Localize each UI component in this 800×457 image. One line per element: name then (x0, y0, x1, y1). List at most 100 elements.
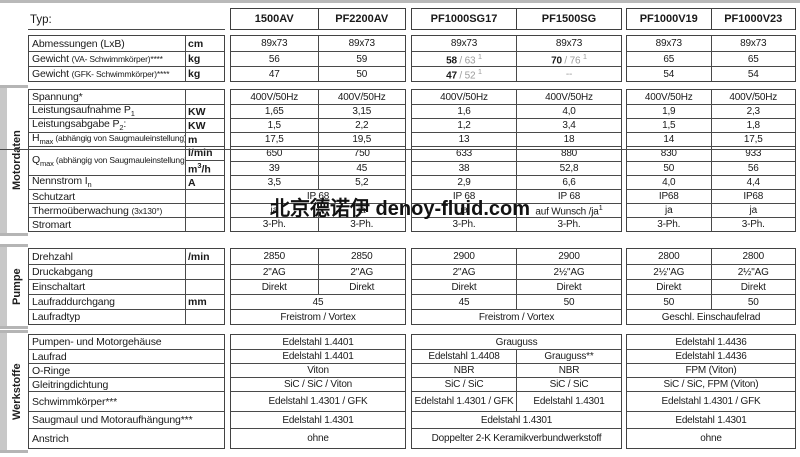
value-cell: 65 (663, 53, 675, 65)
value-cell: 89x73 (655, 38, 682, 49)
value-cell: 3-Ph. (452, 219, 476, 230)
row-label-row: Qmax (abhängig von Saugmauleinstellung) l… (29, 146, 224, 175)
row-label: Gewicht (GFK- Schwimmkörper)**** (32, 68, 170, 80)
value-cell: 3,5 (267, 177, 282, 188)
value-cell: Direkt (710, 280, 796, 294)
value-cell: ja (460, 205, 468, 216)
label-panel: Abmessungen (LxB) cm Gewicht (VA- Schwimmk… (28, 35, 225, 82)
value-row: 1,9 2,3 (627, 104, 795, 118)
value-cell: 2,9 (457, 177, 471, 188)
value-cell: IP 68 (516, 190, 621, 203)
unit-cell: mm (185, 295, 224, 309)
value-row: ja auf Wunsch /ja1 (412, 203, 621, 217)
value-row: 56 59 (231, 51, 405, 66)
label-panel: Spannung* Leistungsaufnahme P1 KW Leistungs… (28, 89, 225, 232)
value-cell: Direkt (656, 281, 682, 293)
unit-cell: m (185, 133, 224, 146)
row-label-row: Hmax (abhängig von Saugmauleinstellung) m (29, 132, 224, 146)
value-cell: 65 (710, 52, 796, 66)
section-bracket-bar (0, 333, 7, 450)
section-motordaten: Motordaten Spannung* Leistungsaufnahme P1 K… (0, 85, 796, 236)
model-group-box: PF1000SG17 PF1500SG (411, 8, 622, 30)
value-cell: 1,5 (662, 120, 676, 131)
value-row: Edelstahl 1.4401 (231, 349, 405, 363)
value-cell: 2½"AG (710, 265, 796, 279)
value-cell: SiC / SiC (444, 379, 484, 390)
value-cell: 38 (458, 162, 470, 174)
value-cell: IP68 (710, 190, 796, 203)
value-cell: 3-Ph. (317, 218, 406, 231)
value-cell: NBR (453, 365, 475, 376)
row-label: Druckabgang (32, 266, 93, 278)
section-bracket-bar (0, 88, 7, 233)
value-row: 89x73 89x73 (412, 36, 621, 51)
value-row: Direkt Direkt (627, 279, 795, 294)
unit-cell: KW (185, 119, 224, 132)
value-row: 89x73 89x73 (231, 36, 405, 51)
value-cell: 400V/50Hz (516, 90, 621, 104)
value-row: Geschl. Einschaufelrad (627, 309, 795, 324)
value-cell: 17,5 (710, 133, 796, 146)
value-row: Edelstahl 1.4301 (412, 411, 621, 428)
value-cell: 54 (710, 67, 796, 81)
value-cell: 89x73 (516, 36, 621, 51)
value-cell: 45 (458, 296, 470, 308)
model-header-1500av: 1500AV (254, 13, 294, 25)
row-label: Schutzart (32, 190, 76, 203)
value-row: 1,5 1,8 (627, 118, 795, 132)
value-cell: 89x73 (317, 36, 406, 51)
value-cell: 400V/50Hz (644, 91, 693, 103)
row-label-row: Leistungsaufnahme P1 KW (29, 104, 224, 118)
row-label-row: Drehzahl/min (29, 249, 224, 264)
value-cell: Doppelter 2-K Keramikverbundwerkstoff (431, 433, 602, 444)
row-label: O-Ringe (32, 364, 71, 377)
value-row: 58 / 63 1 70 / 76 1 (412, 51, 621, 66)
row-label: Hmax (abhängig von Saugmauleinstellung) (32, 132, 185, 146)
model-header-pf1000v23: PF1000V23 (710, 9, 796, 29)
value-cell: 14 (663, 134, 675, 145)
value-row: ja ja (231, 203, 405, 217)
value-cell: 3-Ph. (262, 219, 286, 230)
value-row: IP68 IP68 (627, 189, 795, 203)
value-cell: 1,8 (710, 119, 796, 132)
value-cell: 2850 (317, 249, 406, 264)
value-row: Doppelter 2-K Keramikverbundwerkstoff (412, 428, 621, 448)
value-row: 400V/50Hz 400V/50Hz (231, 90, 405, 104)
row-label-row: Nennstrom In A (29, 175, 224, 189)
row-label-row: Abmessungen (LxB) cm (29, 36, 224, 51)
group-panel: 89x73 89x73 65 65 54 54 (626, 35, 796, 82)
section-werkstoffe: Werkstoffe Pumpen- und Motorgehäuse Laufra… (0, 330, 796, 453)
value-cell: 54 (663, 68, 675, 80)
group-panel: 2850 2850 2"AG 2"AG Direkt Direkt 45 Freistrom … (230, 248, 406, 325)
value-row: 400V/50Hz 400V/50Hz (627, 90, 795, 104)
value-cell: 2800 (710, 249, 796, 264)
row-label: Gewicht (VA- Schwimmkörper)**** (32, 53, 163, 65)
model-header-groups: 1500AV PF2200AV PF1000SG17 PF1500SG PF1000V1… (225, 8, 796, 30)
value-row: Direkt Direkt (231, 279, 405, 294)
value-cell: 2800 (658, 251, 680, 262)
value-cell: ja (665, 205, 673, 216)
value-cell: 400V/50Hz (440, 91, 488, 103)
value-cell: Edelstahl 1.4301 / GFK (661, 396, 761, 407)
unit-cell: /min (185, 249, 224, 264)
value-cell: 17,5 (264, 134, 284, 145)
value-cell: 2"AG (452, 266, 476, 278)
value-subrow: 38 52,8 (412, 160, 621, 175)
value-cell: SiC / SiC (516, 378, 621, 391)
row-label: Leistungsabgabe P2: (32, 118, 127, 132)
value-row: 3-Ph. 3-Ph. (231, 217, 405, 231)
value-row: 13 18 (412, 132, 621, 146)
value-subrow: 633 880 (412, 147, 621, 161)
value-cell: Direkt (261, 281, 287, 293)
section-pumpe: Pumpe Drehzahl/min Druckabgang Einschaltart… (0, 244, 796, 329)
model-header-pf1000sg17: PF1000SG17 (430, 13, 498, 25)
row-label: Saugmaul und Motoraufhängung*** (32, 414, 193, 426)
value-cell: Edelstahl 1.4301 (282, 414, 354, 426)
value-row: 2½"AG 2½"AG (627, 264, 795, 279)
row-label-row: Pumpen- und Motorgehäuse (29, 335, 224, 349)
section-side-label: Pumpe (11, 268, 23, 305)
value-row: Freistrom / Vortex (231, 309, 405, 324)
row-label: Laufradtyp (32, 311, 81, 323)
value-row: ohne (231, 428, 405, 448)
value-cell: 13 (458, 134, 470, 145)
